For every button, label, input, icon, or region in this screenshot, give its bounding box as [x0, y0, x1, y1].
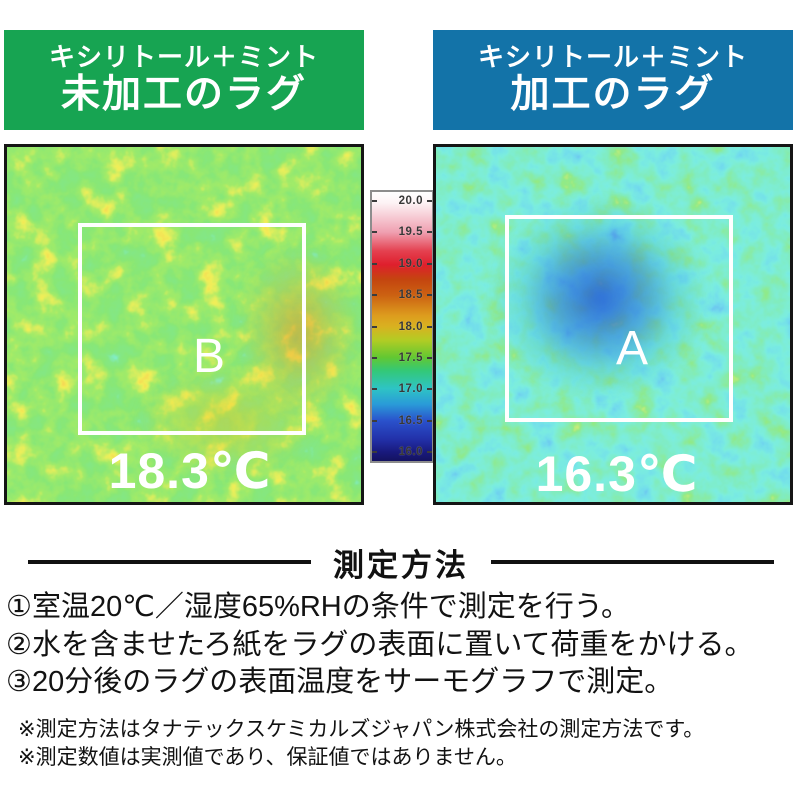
- scale-step: 19.0: [372, 257, 432, 271]
- scale-value: 20.0: [398, 195, 423, 207]
- divider-rule-right: [491, 560, 774, 564]
- tick-mark: [372, 231, 377, 234]
- tick-mark: [372, 419, 377, 422]
- scale-step: 18.5: [372, 288, 432, 302]
- tick-mark: [372, 451, 377, 453]
- footnotes: ※測定方法はタナテックスケミカルズジャパン株式会社の測定方法です。 ※測定数値は…: [18, 716, 788, 772]
- treated-header-title: 加工のラグ: [510, 73, 716, 117]
- tick-mark: [427, 325, 432, 328]
- footnote-2: ※測定数値は実測値であり、保証値ではありません。: [18, 746, 517, 769]
- scale-value: 19.0: [398, 257, 423, 270]
- tick-mark: [427, 388, 432, 391]
- scale-value: 18.0: [398, 320, 423, 333]
- scale-step: 18.0: [372, 320, 432, 334]
- untreated-rug-header: キシリトール＋ミント 未加工のラグ: [4, 30, 364, 130]
- scale-step: 16.5: [372, 414, 432, 428]
- scale-value: 17.5: [398, 351, 423, 364]
- region-label-a: A: [615, 322, 649, 375]
- divider-rule-left: [28, 560, 311, 564]
- tick-mark: [372, 294, 377, 297]
- measurement-region-outline-a: [505, 215, 733, 422]
- method-step-3: ③20分後のラグの表面温度をサーモグラフで測定。: [6, 666, 674, 698]
- tick-mark: [372, 388, 377, 391]
- tick-mark: [372, 262, 377, 265]
- method-step-1: ①室温20℃／湿度65%RHの条件で測定を行う。: [6, 591, 631, 623]
- tick-mark: [427, 419, 432, 422]
- region-label-b: B: [192, 330, 226, 383]
- scale-step: 17.5: [372, 351, 432, 365]
- treated-temperature-reading: 16.3℃: [535, 446, 699, 502]
- tick-mark: [372, 325, 377, 328]
- method-section-divider: 測定方法: [28, 541, 774, 583]
- scale-value: 16.0: [398, 446, 423, 458]
- tick-mark: [427, 451, 432, 453]
- scale-value: 19.5: [398, 226, 423, 239]
- tick-mark: [427, 231, 432, 234]
- measurement-region-outline-b: [78, 223, 306, 435]
- tick-mark: [427, 356, 432, 359]
- method-steps-list: ①室温20℃／湿度65%RHの条件で測定を行う。 ②水を含ませたろ紙をラグの表面…: [6, 589, 796, 702]
- tick-mark: [372, 200, 377, 202]
- untreated-header-title: 未加工のラグ: [60, 73, 307, 117]
- scale-step: 17.0: [372, 382, 432, 396]
- tick-mark: [427, 262, 432, 265]
- untreated-thermal-image: B 18.3℃: [4, 144, 364, 505]
- scale-value: 18.5: [398, 289, 423, 302]
- untreated-temperature-reading: 18.3℃: [108, 443, 272, 499]
- scale-step: 19.5: [372, 225, 432, 239]
- temperature-color-scale: 20.0 19.5 19.0 18.5 18.0 17.5 17.0 16.5 …: [370, 190, 434, 463]
- scale-step: 20.0: [372, 194, 432, 208]
- tick-mark: [372, 356, 377, 359]
- footnote-1: ※測定方法はタナテックスケミカルズジャパン株式会社の測定方法です。: [18, 718, 705, 741]
- method-step-2: ②水を含ませたろ紙をラグの表面に置いて荷重をかける。: [6, 628, 754, 661]
- treated-rug-header: キシリトール＋ミント 加工のラグ: [433, 30, 793, 130]
- method-section-title: 測定方法: [333, 547, 469, 583]
- tick-mark: [427, 294, 432, 297]
- scale-step: 16.0: [372, 445, 432, 459]
- treated-thermal-image: A 16.3℃: [433, 144, 793, 505]
- scale-value: 16.5: [398, 414, 423, 427]
- tick-mark: [427, 200, 432, 202]
- treated-header-subtitle: キシリトール＋ミント: [477, 41, 748, 72]
- scale-value: 17.0: [398, 383, 423, 396]
- untreated-header-subtitle: キシリトール＋ミント: [48, 41, 319, 72]
